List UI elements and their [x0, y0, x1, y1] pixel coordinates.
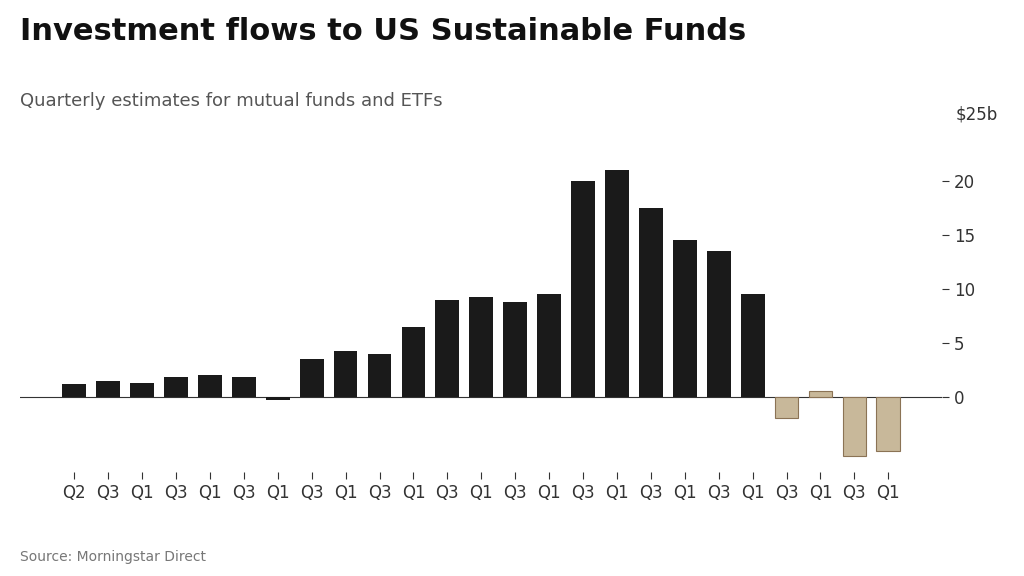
Bar — [62, 384, 86, 397]
Bar — [401, 327, 425, 397]
Bar — [843, 397, 866, 456]
Bar — [809, 391, 833, 397]
Text: Quarterly estimates for mutual funds and ETFs: Quarterly estimates for mutual funds and… — [20, 92, 443, 110]
Bar — [538, 294, 561, 397]
Bar — [164, 377, 187, 397]
Bar — [266, 397, 290, 400]
Bar — [198, 375, 222, 397]
Bar — [571, 181, 595, 397]
Bar — [130, 382, 154, 397]
Bar — [300, 359, 324, 397]
Text: $25b: $25b — [956, 105, 998, 123]
Bar — [504, 302, 527, 397]
Bar — [435, 300, 459, 397]
Bar — [232, 377, 256, 397]
Bar — [469, 297, 494, 397]
Text: Investment flows to US Sustainable Funds: Investment flows to US Sustainable Funds — [20, 17, 746, 46]
Bar — [96, 381, 120, 397]
Bar — [877, 397, 900, 451]
Bar — [334, 351, 357, 397]
Bar — [368, 354, 391, 397]
Bar — [605, 170, 629, 397]
Bar — [639, 208, 663, 397]
Bar — [740, 294, 765, 397]
Bar — [775, 397, 799, 418]
Bar — [707, 251, 730, 397]
Text: Source: Morningstar Direct: Source: Morningstar Direct — [20, 551, 207, 564]
Bar — [673, 240, 696, 397]
